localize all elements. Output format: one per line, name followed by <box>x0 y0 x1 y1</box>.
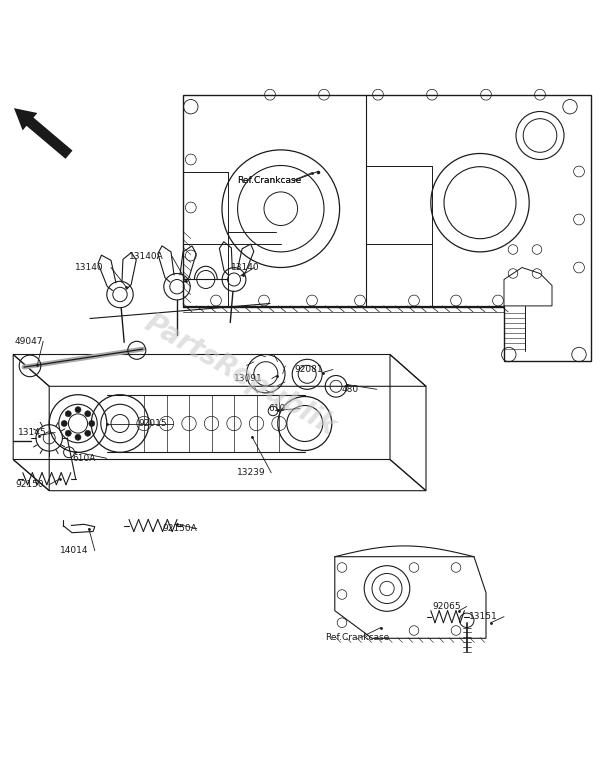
Text: 13091: 13091 <box>234 374 263 383</box>
Circle shape <box>85 411 91 417</box>
Text: Ref.Crankcase: Ref.Crankcase <box>237 176 301 185</box>
Circle shape <box>61 421 67 426</box>
Text: 13140: 13140 <box>231 263 260 272</box>
Circle shape <box>85 430 91 436</box>
Text: 13140A: 13140A <box>129 252 164 261</box>
Text: 49047: 49047 <box>15 337 44 346</box>
Text: 92065: 92065 <box>432 602 461 611</box>
Text: 92150: 92150 <box>15 480 44 489</box>
Circle shape <box>65 430 71 436</box>
Text: 92015: 92015 <box>138 419 167 428</box>
Text: 14014: 14014 <box>60 546 89 555</box>
Text: 13140: 13140 <box>75 263 104 272</box>
Text: 13239: 13239 <box>237 468 266 477</box>
Circle shape <box>89 421 95 426</box>
Text: 480: 480 <box>342 385 359 394</box>
Circle shape <box>75 407 81 413</box>
Text: Ref.Crankcase: Ref.Crankcase <box>237 176 301 185</box>
Circle shape <box>65 411 71 417</box>
Text: PartsRepublik: PartsRepublik <box>139 309 341 442</box>
Text: 92150A: 92150A <box>162 524 197 533</box>
Text: 13145: 13145 <box>18 428 47 437</box>
Text: 610A: 610A <box>72 454 95 463</box>
FancyArrow shape <box>14 109 73 159</box>
Text: Ref.Crankcase: Ref.Crankcase <box>325 633 389 642</box>
Text: 92081: 92081 <box>294 365 323 374</box>
Text: 610: 610 <box>269 404 286 413</box>
Text: 13151: 13151 <box>469 612 498 622</box>
Circle shape <box>75 434 81 440</box>
